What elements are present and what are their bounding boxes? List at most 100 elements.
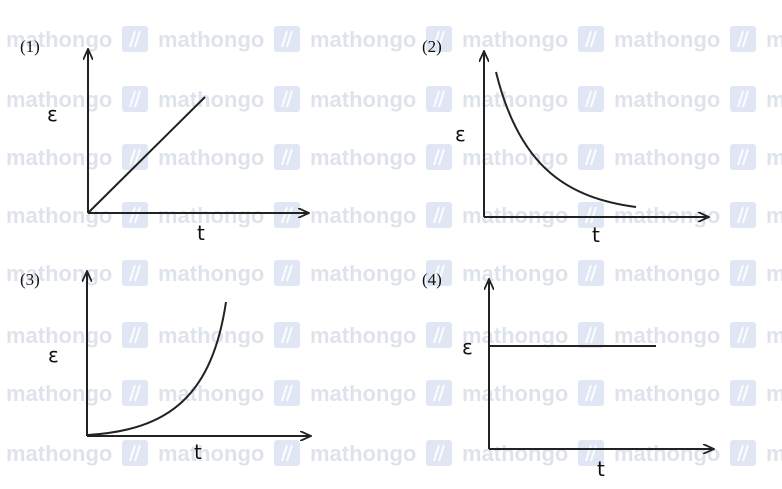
mathongo-logo-mark <box>129 444 141 462</box>
mathongo-logo-icon <box>274 260 300 286</box>
watermark-text: mathongo <box>462 323 568 348</box>
graph-4: (4) ε t <box>422 270 713 481</box>
watermark-tile: mathongo <box>274 440 416 466</box>
watermark-text: mathongo <box>614 87 720 112</box>
mathongo-logo-mark <box>129 326 141 344</box>
graph-2-curve <box>495 71 637 208</box>
mathongo-logo-mark <box>737 264 749 282</box>
mathongo-logo-mark <box>281 444 293 462</box>
watermark-text: mathongo <box>462 87 568 112</box>
watermark-tile: mathongo <box>426 440 568 466</box>
mathongo-logo-mark <box>585 30 597 48</box>
graph-3-y-axis-label: ε <box>48 343 59 367</box>
watermark-text: mathongo <box>614 261 720 286</box>
mathongo-logo-mark <box>129 90 141 108</box>
watermark-text: mathongo <box>158 441 264 466</box>
watermark-text: mathongo <box>6 27 112 52</box>
mathongo-logo-mark <box>737 326 749 344</box>
mathongo-logo-icon <box>730 202 756 228</box>
watermark-tile: mathongo <box>122 322 264 348</box>
watermark-tile: mathongo <box>274 26 416 52</box>
mathongo-logo-mark <box>737 90 749 108</box>
watermark-text: mathongo <box>158 381 264 406</box>
watermark-text: mathongo <box>614 381 720 406</box>
mathongo-logo-icon <box>730 86 756 112</box>
mathongo-logo-icon <box>274 202 300 228</box>
watermark-tile: mathongo <box>730 202 782 228</box>
watermark-tile: mathongo <box>122 86 264 112</box>
watermark-tile: mathongo <box>122 202 264 228</box>
mathongo-logo-mark <box>129 30 141 48</box>
mathongo-logo-icon <box>122 202 148 228</box>
mathongo-logo-mark <box>433 90 445 108</box>
graph-1-label: (1) <box>20 37 40 56</box>
mathongo-logo-mark <box>737 148 749 166</box>
watermark-tile: mathongo <box>730 144 782 170</box>
mathongo-logo-icon <box>274 26 300 52</box>
mathongo-logo-icon <box>122 260 148 286</box>
watermark-tile: mathongo <box>274 260 416 286</box>
mathongo-logo-icon <box>274 322 300 348</box>
watermark-text: mathongo <box>310 203 416 228</box>
mathongo-logo-icon <box>578 380 604 406</box>
mathongo-logo-icon <box>122 322 148 348</box>
watermark-tile: mathongo <box>6 27 112 52</box>
watermark-tile: mathongo <box>122 440 264 466</box>
watermark-text: mathongo <box>310 145 416 170</box>
mathongo-logo-icon <box>426 202 452 228</box>
watermark-text: mathongo <box>614 145 720 170</box>
watermark-tile: mathongo <box>578 26 720 52</box>
mathongo-logo-icon <box>578 322 604 348</box>
watermark-text: mathongo <box>158 145 264 170</box>
mathongo-logo-mark <box>585 444 597 462</box>
watermark-tile: mathongo <box>274 322 416 348</box>
mathongo-logo-icon <box>274 86 300 112</box>
watermark-text: mathongo <box>6 145 112 170</box>
mathongo-logo-icon <box>122 144 148 170</box>
watermark-text: mathongo <box>766 87 782 112</box>
watermark-tile: mathongo <box>578 86 720 112</box>
watermark-text: mathongo <box>462 261 568 286</box>
graph-2: (2) ε t <box>422 37 708 247</box>
watermark-tile: mathongo <box>426 380 568 406</box>
watermark-text: mathongo <box>766 381 782 406</box>
watermark-text: mathongo <box>766 203 782 228</box>
watermark-tile: mathongo <box>122 26 264 52</box>
watermark-tile: mathongo <box>426 144 568 170</box>
graph-1-y-axis-label: ε <box>47 102 58 126</box>
watermark-tile: mathongo <box>730 380 782 406</box>
watermark-tile: mathongo <box>578 380 720 406</box>
mathongo-logo-icon <box>730 260 756 286</box>
mathongo-logo-icon <box>578 260 604 286</box>
watermark-tile: mathongo <box>6 441 112 466</box>
mathongo-logo-mark <box>585 90 597 108</box>
mathongo-logo-mark <box>737 206 749 224</box>
watermark-text: mathongo <box>766 261 782 286</box>
mathongo-logo-icon <box>730 380 756 406</box>
watermark-text: mathongo <box>462 145 568 170</box>
watermark-tile: mathongo <box>426 86 568 112</box>
mathongo-logo-icon <box>426 380 452 406</box>
watermark-text: mathongo <box>614 441 720 466</box>
graph-1-x-axis-label: t <box>197 221 205 245</box>
watermark-tile: mathongo <box>122 380 264 406</box>
mathongo-logo-mark <box>585 264 597 282</box>
watermark-text: mathongo <box>462 381 568 406</box>
watermark-text: mathongo <box>158 261 264 286</box>
mathongo-logo-icon <box>578 86 604 112</box>
mathongo-logo-mark <box>281 30 293 48</box>
graph-2-x-axis-label: t <box>592 223 600 247</box>
mathongo-logo-icon <box>578 440 604 466</box>
graph-3-x-axis-label: t <box>194 440 202 464</box>
mathongo-logo-mark <box>433 264 445 282</box>
graph-3: (3) ε t <box>20 270 310 464</box>
mathongo-logo-mark <box>129 384 141 402</box>
mathongo-logo-mark <box>585 148 597 166</box>
mathongo-logo-mark <box>129 264 141 282</box>
watermark-text: mathongo <box>6 87 112 112</box>
mathongo-logo-icon <box>730 144 756 170</box>
watermark-text: mathongo <box>158 27 264 52</box>
mathongo-logo-icon <box>426 440 452 466</box>
graph-2-y-axis-label: ε <box>455 122 466 146</box>
watermark-text: mathongo <box>766 27 782 52</box>
